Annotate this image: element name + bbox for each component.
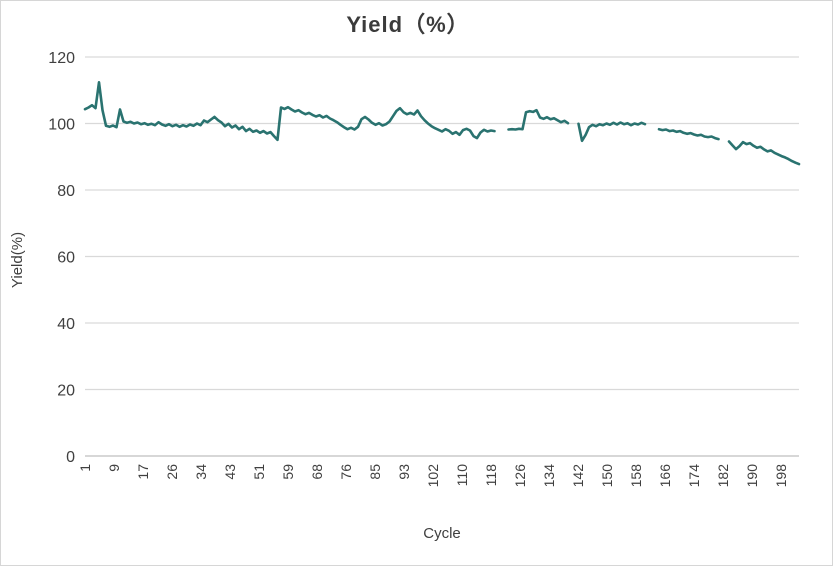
x-tick-label: 134 [541, 464, 557, 488]
x-tick-label: 34 [193, 464, 209, 480]
y-tick-label: 120 [48, 50, 75, 67]
x-tick-label: 174 [686, 464, 702, 488]
x-tick-label: 59 [280, 464, 296, 480]
x-tick-label: 26 [164, 464, 180, 480]
x-tick-label: 190 [744, 464, 760, 488]
x-tick-label: 51 [251, 464, 267, 480]
x-tick-label: 198 [773, 464, 789, 488]
chart-title: Yield（%） [346, 12, 469, 37]
x-tick-label: 1 [77, 464, 93, 472]
y-axis-title: Yield(%) [9, 232, 26, 288]
x-tick-label: 102 [425, 464, 441, 488]
x-tick-label: 158 [628, 464, 644, 488]
y-tick-labels-group: 0 20 40 60 80 100 120 [48, 50, 75, 466]
y-tick-label: 20 [57, 383, 75, 400]
yield-line-series [83, 81, 801, 166]
x-tick-label: 68 [309, 464, 325, 480]
y-tick-label: 60 [57, 250, 75, 267]
x-tick-label: 76 [338, 464, 354, 480]
x-tick-label: 9 [106, 464, 122, 472]
y-tick-label: 100 [48, 117, 75, 134]
x-tick-label: 182 [715, 464, 731, 488]
x-tick-label: 166 [657, 464, 673, 488]
x-tick-label: 85 [367, 464, 383, 480]
x-tick-labels-group: 1 9 17 26 34 43 51 59 68 76 85 93 102 110 118 126 134 142… [77, 464, 789, 488]
x-tick-label: 43 [222, 464, 238, 480]
x-tick-label: 118 [483, 464, 499, 487]
x-tick-label: 93 [396, 464, 412, 480]
x-axis-title: Cycle [423, 525, 461, 542]
y-tick-label: 40 [57, 316, 75, 333]
x-tick-label: 142 [570, 464, 586, 488]
x-tick-label: 150 [599, 464, 615, 488]
gridlines-group [85, 56, 799, 457]
x-tick-label: 110 [454, 464, 470, 487]
x-tick-label: 126 [512, 464, 528, 488]
y-tick-label: 0 [66, 449, 75, 466]
y-tick-label: 80 [57, 183, 75, 200]
x-tick-label: 17 [135, 464, 151, 480]
